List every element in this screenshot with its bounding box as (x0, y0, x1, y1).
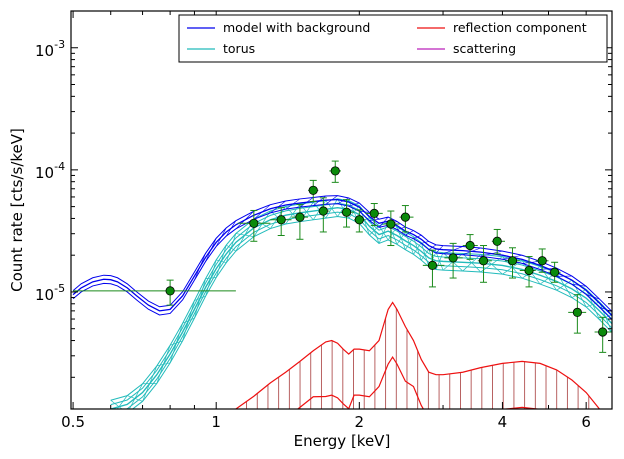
data-point (427, 260, 438, 270)
data-point (330, 166, 340, 176)
torus-hatch (170, 340, 183, 346)
torus-hatch (205, 277, 217, 279)
y-tick-label: 10-4 (35, 160, 65, 182)
x-tick-label: 1 (211, 413, 221, 431)
x-axis-title: Energy [keV] (294, 432, 391, 450)
data-point (295, 212, 305, 222)
torus-hatch (378, 225, 389, 241)
torus-hatch (156, 362, 171, 367)
legend-label-model: model with background (223, 20, 370, 35)
model-hatch (413, 234, 422, 239)
model-hatch (462, 247, 481, 255)
model-hatch (325, 195, 338, 205)
torus-hatch (462, 253, 481, 273)
torus-hatch (585, 289, 600, 320)
torus-hatch (110, 399, 123, 409)
torus-hatch (127, 395, 143, 402)
model-hatch (405, 230, 414, 236)
torus-hatch (413, 236, 422, 261)
y-tick-label: 10-3 (35, 38, 65, 60)
model-hatch (480, 250, 503, 257)
plot-area (72, 160, 612, 409)
model-hatch (299, 197, 314, 208)
data-point (386, 219, 396, 229)
data-point (249, 218, 259, 228)
data-points (73, 160, 612, 353)
data-point (524, 265, 534, 276)
model-hatch (270, 200, 286, 214)
data-point (572, 307, 582, 318)
torus-hatch (435, 251, 444, 271)
data-point (550, 267, 560, 277)
data-point (400, 212, 410, 222)
model-line (72, 203, 612, 321)
x-tick-label: 2 (355, 413, 365, 431)
model-hatch (428, 244, 437, 250)
data-point (165, 286, 175, 296)
torus-hatch (182, 317, 195, 324)
data-point (308, 185, 318, 195)
data-point (318, 206, 328, 216)
model-hatch (435, 245, 444, 254)
model-hatch (522, 261, 541, 264)
model-hatch (421, 241, 429, 244)
axis-ticks (71, 10, 612, 409)
model-hatch (348, 202, 360, 207)
model-line (72, 195, 612, 312)
model-hatch (253, 204, 271, 220)
data-point (537, 256, 547, 266)
plot-frame (70, 10, 613, 410)
legend-box (178, 14, 608, 63)
data-point (598, 327, 608, 337)
x-tick-label: 4 (498, 413, 508, 431)
model-hatch (205, 238, 217, 262)
model-hatch (396, 226, 406, 230)
torus-hatch (358, 205, 370, 236)
legend-label-scattering: scattering (453, 41, 516, 56)
data-point (507, 256, 518, 266)
model-hatch (226, 220, 237, 237)
model-hatch (285, 198, 301, 210)
data-point (369, 208, 379, 218)
legend-label-torus: torus (223, 41, 255, 56)
data-point (492, 236, 502, 246)
x-tick-label: 6 (581, 413, 591, 431)
torus-hatch (194, 295, 206, 301)
legend-label-reflection: reflection component (453, 20, 587, 35)
data-point (448, 253, 458, 263)
model-hatch (586, 294, 600, 300)
model-hatch (337, 197, 349, 205)
model-hatch (359, 210, 370, 213)
data-point (478, 256, 489, 266)
data-point (341, 207, 352, 217)
torus-hatch (216, 259, 227, 264)
data-point (354, 215, 364, 225)
y-tick-label: 10-5 (35, 282, 65, 304)
reflection-lower-line (296, 355, 541, 409)
reflection-component-series (235, 301, 600, 409)
torus-hatch (420, 242, 430, 267)
model-hatch (215, 227, 227, 247)
model-series (72, 195, 612, 321)
model-hatch (571, 283, 587, 287)
legend: model with background reflection compone… (178, 14, 608, 63)
y-axis-title: Count rate [cts/s/keV] (8, 128, 26, 292)
reflection-upper-line (235, 301, 600, 409)
torus-hatch (325, 200, 338, 217)
model-hatch (194, 253, 206, 281)
model-hatch (235, 210, 255, 230)
x-tick-labels: 0.5 1 2 4 6 (61, 413, 591, 431)
data-point (465, 240, 475, 251)
x-tick-label: 0.5 (61, 413, 85, 431)
torus-hatch (556, 272, 573, 298)
model-hatch (378, 216, 389, 228)
torus-hatch (235, 233, 254, 237)
data-point (276, 215, 286, 225)
y-tick-labels: 10-5 10-4 10-3 (35, 38, 65, 304)
torus-hatch (226, 244, 237, 252)
